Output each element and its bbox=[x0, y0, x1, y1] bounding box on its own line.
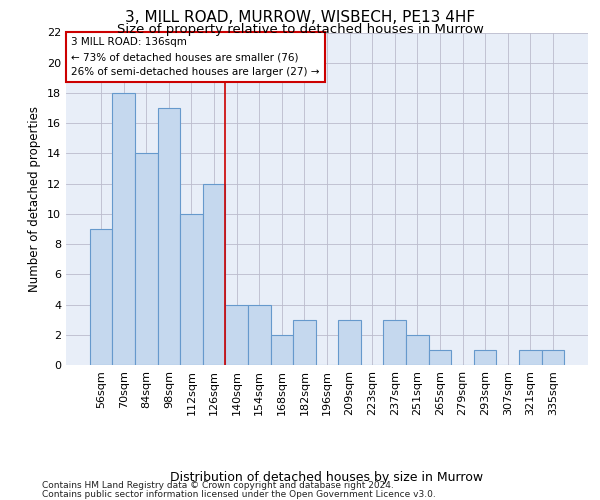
X-axis label: Distribution of detached houses by size in Murrow: Distribution of detached houses by size … bbox=[170, 470, 484, 484]
Bar bbox=[180, 214, 203, 365]
Text: 3, MILL ROAD, MURROW, WISBECH, PE13 4HF: 3, MILL ROAD, MURROW, WISBECH, PE13 4HF bbox=[125, 10, 475, 25]
Bar bbox=[226, 304, 248, 365]
Bar bbox=[248, 304, 271, 365]
Text: 3 MILL ROAD: 136sqm
← 73% of detached houses are smaller (76)
26% of semi-detach: 3 MILL ROAD: 136sqm ← 73% of detached ho… bbox=[71, 38, 320, 77]
Bar bbox=[383, 320, 406, 365]
Text: Contains public sector information licensed under the Open Government Licence v3: Contains public sector information licen… bbox=[42, 490, 436, 499]
Text: Contains HM Land Registry data © Crown copyright and database right 2024.: Contains HM Land Registry data © Crown c… bbox=[42, 481, 394, 490]
Bar bbox=[135, 154, 158, 365]
Text: Size of property relative to detached houses in Murrow: Size of property relative to detached ho… bbox=[116, 22, 484, 36]
Bar bbox=[90, 229, 112, 365]
Bar bbox=[203, 184, 226, 365]
Bar bbox=[542, 350, 564, 365]
Bar bbox=[474, 350, 496, 365]
Bar bbox=[112, 93, 135, 365]
Bar bbox=[158, 108, 180, 365]
Bar bbox=[338, 320, 361, 365]
Bar bbox=[406, 335, 428, 365]
Bar bbox=[293, 320, 316, 365]
Bar bbox=[428, 350, 451, 365]
Y-axis label: Number of detached properties: Number of detached properties bbox=[28, 106, 41, 292]
Bar bbox=[271, 335, 293, 365]
Bar bbox=[519, 350, 542, 365]
